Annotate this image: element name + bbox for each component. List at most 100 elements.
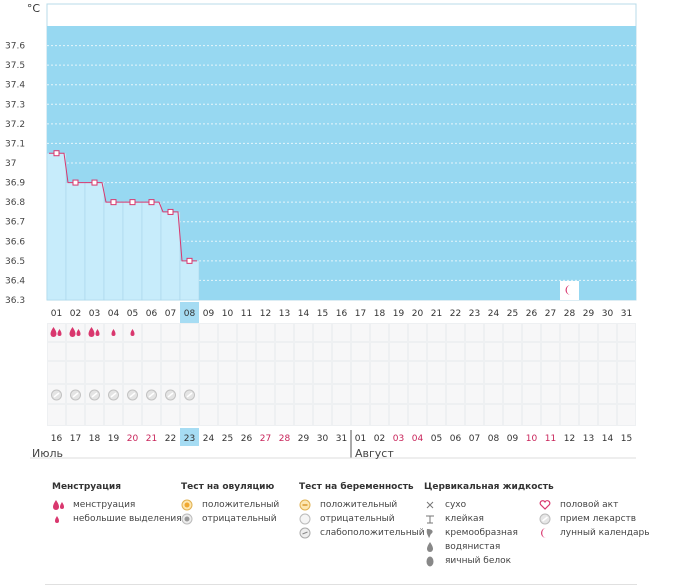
cycle-day-label: 10 [222,309,234,319]
legend-item-creamy: кремообразная [424,526,554,540]
legend-label-ovulation-positive: положительный [202,500,280,510]
lunar-moon-icon [565,285,571,295]
symptom-cell [161,404,180,426]
cycle-day-label: 28 [564,309,576,319]
symptom-cell [47,323,66,342]
month-label-second: Август [355,447,394,460]
calendar-date-label: 31 [336,434,347,444]
symptom-cell [332,404,351,426]
legend-label-medication: прием лекарств [560,514,637,524]
calendar-date-label: 01 [355,434,366,444]
cycle-day-label: 21 [431,309,442,319]
symptom-cell [47,342,66,361]
legend-menstruation-title: Менструация [52,482,121,492]
calendar-date-label: 30 [317,434,329,444]
y-tick-label: 37.2 [5,120,25,130]
legend-label-pregnancy-negative: отрицательный [320,514,395,524]
bottom-divider [45,584,637,585]
symptom-cell [142,323,161,342]
calendar-date-label: 15 [621,434,632,444]
pill-icon-stripe [72,392,79,398]
cycle-day-label: 27 [545,309,556,319]
legend-item-lunar: лунный календарь [539,526,650,540]
symptom-cell [484,323,503,342]
cycle-day-label: 19 [393,309,405,319]
pregnancy-weak-icon [299,527,313,539]
symptom-cell [218,342,237,361]
heart-icon [539,499,553,511]
symptom-cell [617,342,636,361]
legend-pregnancy-test: Тест на беременность положительный отриц… [299,482,425,540]
cycle-day-label: 18 [374,309,386,319]
legend-item-menstruation: менструация [52,498,182,512]
symptom-cell [180,342,199,361]
symptom-cell [85,323,104,342]
symptom-cell [560,323,579,342]
symptom-cell [389,361,408,384]
legend-label-dry: сухо [445,500,467,510]
calendar-date-label: 27 [260,434,271,444]
temperature-point [110,199,117,206]
symptom-cell [313,384,332,404]
symptom-cell [218,361,237,384]
legend-label-menstruation: менструация [73,500,136,510]
calendar-date-label: 05 [431,434,442,444]
symptom-cell [104,361,123,384]
cycle-day-label: 04 [108,309,120,319]
symptom-cell [180,404,199,426]
cycle-day-label: 05 [127,309,138,319]
symptom-cell [294,384,313,404]
symptom-cell [370,361,389,384]
symptom-cell [332,342,351,361]
symptom-cell [503,384,522,404]
cycle-day-label: 15 [317,309,328,319]
symptom-cell [408,384,427,404]
symptom-cell [484,384,503,404]
bbt-chart: °C 37.6 37.5 37.4 37.3 37.2 37.1 37 36.9 36.8 36.7… [5,2,637,459]
sticky-icon [424,513,438,525]
symptom-cell [446,361,465,384]
pill-icon-stripe [53,392,60,398]
symptom-cell [351,342,370,361]
symptom-cell [522,384,541,404]
symptom-cell [560,384,579,404]
calendar-date-label: 04 [412,434,424,444]
y-axis-unit: °C [27,2,41,15]
symptom-cell [256,323,275,342]
symptom-cell [541,404,560,426]
y-tick-label: 36.5 [5,257,25,267]
y-tick-label: 36.4 [5,276,25,286]
symptom-cell [598,384,617,404]
legend-label-lunar: лунный календарь [560,528,650,538]
symptom-cell [389,323,408,342]
symptom-cell [541,384,560,404]
pill-icon-stripe [129,392,136,398]
symptom-cell [66,361,85,384]
legend-item-pregnancy-weak: слабоположительный [299,526,425,540]
symptom-cell [579,384,598,404]
symptom-cell [180,361,199,384]
symptom-cell [408,361,427,384]
symptom-cell [332,384,351,404]
symptom-cell [465,323,484,342]
legend-cervical-title: Цервикальная жидкость [424,482,554,492]
symptom-cell [256,342,275,361]
ovulation-negative-icon [181,513,195,525]
symptom-cell [237,384,256,404]
calendar-date-label: 10 [526,434,538,444]
calendar-date-label: 24 [203,434,215,444]
symptom-cell [237,404,256,426]
symptom-cell [427,323,446,342]
calendar-date-label: 19 [108,434,120,444]
calendar-date-label: 03 [393,434,404,444]
symptom-cell [66,342,85,361]
legend-item-ovulation-negative: отрицательный [181,512,279,526]
calendar-date-label: 28 [279,434,291,444]
legend-label-watery: водянистая [445,542,501,552]
legend-other: половой акт прием лекарств лунный календ… [539,498,650,540]
symptom-cell [579,323,598,342]
y-tick-label: 36.9 [5,179,25,189]
symptom-cell [389,384,408,404]
calendar-date-label: 07 [469,434,480,444]
y-tick-label: 36.3 [5,296,25,306]
